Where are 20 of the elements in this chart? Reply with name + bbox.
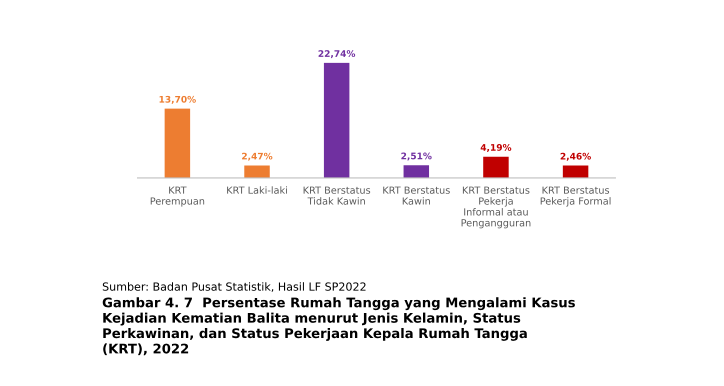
data-label: 4,19% [480, 144, 512, 152]
x-tick-label: KRT Laki-laki [227, 186, 287, 194]
data-label: 22,74% [318, 50, 356, 58]
bar [483, 156, 509, 178]
text: Gambar 4. 7 Persentase Rumah Tangga yang Mengalami Kasus Kejadian Kematian Balita menurut Jenis Kelamin, Status Perkawinan, dan Status Pekerjaan Kepala Rumah Tangga (KRT), 2022 [102, 297, 575, 356]
data-label: 13,70% [160, 96, 196, 104]
data-label: 2,46% [560, 152, 591, 161]
data-label: 2,47% [242, 152, 272, 161]
x-tick-label: KRT Berstatus Pekerja Formal [540, 186, 610, 207]
x-tick-label: KRT Perempuan [150, 186, 204, 207]
bar [562, 166, 588, 178]
x-tick-label: KRT Berstatus Pekerja Informal atau Pengangguran [462, 186, 530, 228]
text: Sumber: Badan Pusat Statistik, Hasil LF SP2022 [102, 282, 366, 292]
bar [164, 108, 190, 178]
x-tick-label: KRT Berstatus Tidak Kawin [304, 186, 370, 205]
bar [404, 165, 430, 178]
data-label: 2,51% [401, 152, 432, 160]
x-tick-label: KRT Berstatus Kawin [383, 186, 450, 205]
bar [324, 62, 350, 178]
bar [244, 165, 270, 178]
